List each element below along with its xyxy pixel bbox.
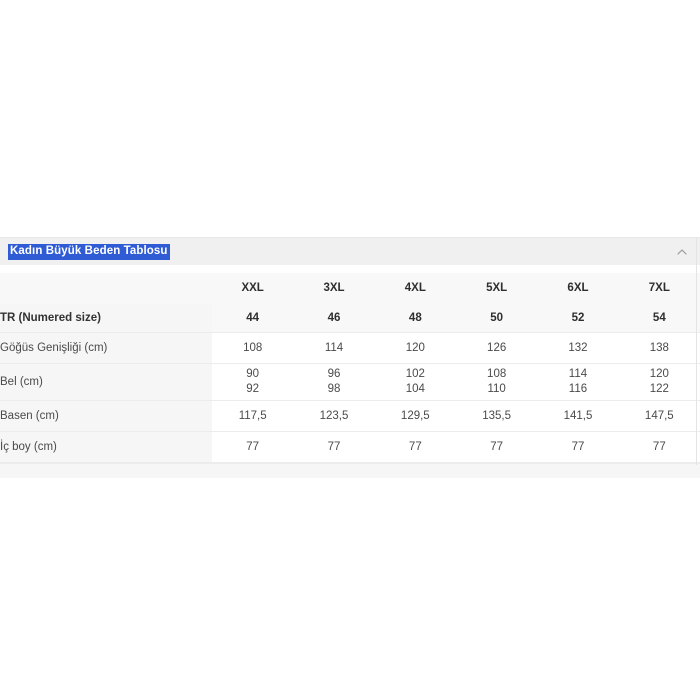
- table-cell: 77: [618, 431, 700, 463]
- size-chart-table: XXL 3XL 4XL 5XL 6XL 7XL TR (Numered size…: [0, 273, 700, 463]
- row-label-gogus-genisligi: Göğüs Genişliği (cm): [0, 332, 212, 364]
- table-cell: 54: [618, 304, 700, 333]
- table-cell: 114 116: [537, 363, 619, 401]
- cell-value-lower: 98: [327, 383, 341, 395]
- cell-value-lower: 110: [487, 383, 506, 395]
- table-cell: 52: [537, 304, 619, 333]
- cell-value-upper: 108: [487, 368, 507, 380]
- table-cell: 102 104: [374, 363, 456, 401]
- table-cell: 90 92: [212, 363, 294, 401]
- cell-value-upper: 120: [649, 368, 669, 380]
- table-cell: 77: [212, 431, 294, 463]
- page-title: Kadın Büyük Beden Tablosu: [8, 243, 170, 260]
- cell-value-upper: 114: [568, 368, 588, 380]
- table-cell: 77: [293, 431, 375, 463]
- table-cell: 50: [455, 304, 538, 333]
- table-cell: 147,5: [618, 400, 700, 432]
- row-label-tr-numbered-size: TR (Numered size): [0, 304, 212, 333]
- cell-value-upper: 96: [327, 368, 341, 380]
- table-cell: 141,5: [537, 400, 619, 432]
- table-cell: 77: [374, 431, 456, 463]
- table-cell: 138: [618, 332, 700, 364]
- cell-value-lower: 92: [246, 383, 260, 395]
- panel-spacer: [0, 265, 700, 273]
- table-row: TR (Numered size) 44 46 48 50 52 54: [0, 304, 700, 333]
- table-cell: 117,5: [212, 400, 294, 432]
- row-label-basen: Basen (cm): [0, 400, 212, 432]
- column-header-blank: [0, 273, 212, 304]
- size-chart-panel: Kadın Büyük Beden Tablosu XXL 3XL: [0, 237, 700, 478]
- table-cell: 48: [374, 304, 456, 333]
- column-header-7xl: 7XL: [618, 273, 700, 304]
- table-cell: 120 122: [618, 363, 700, 401]
- panel-header[interactable]: Kadın Büyük Beden Tablosu: [0, 237, 700, 465]
- table-cell: 44: [212, 304, 294, 333]
- row-label-ic-boy: İç boy (cm): [0, 431, 212, 463]
- table-cell: 123,5: [293, 400, 375, 432]
- chevron-up-icon[interactable]: [672, 242, 692, 262]
- cell-value-lower: 104: [405, 383, 425, 395]
- table-cell: 114: [293, 332, 375, 364]
- table-cell: 108 110: [455, 363, 538, 401]
- panel-right-divider: [696, 238, 697, 465]
- table-cell: 96 98: [293, 363, 375, 401]
- column-header-6xl: 6XL: [537, 273, 619, 304]
- table-row: Göğüs Genişliği (cm) 108 114 120 126 132…: [0, 332, 700, 364]
- column-header-4xl: 4XL: [374, 273, 456, 304]
- column-header-3xl: 3XL: [293, 273, 375, 304]
- table-cell: 126: [455, 332, 538, 364]
- cell-value-lower: 116: [568, 383, 588, 395]
- table-footer-strip: [0, 463, 700, 478]
- table-cell: 129,5: [374, 400, 456, 432]
- table-cell: 120: [374, 332, 456, 364]
- cell-value-upper: 102: [405, 368, 425, 380]
- table-cell: 135,5: [455, 400, 538, 432]
- table-row: İç boy (cm) 77 77 77 77 77 77: [0, 431, 700, 463]
- table-cell: 77: [455, 431, 538, 463]
- table-cell: 108: [212, 332, 294, 364]
- column-header-xxl: XXL: [212, 273, 294, 304]
- table-row: Bel (cm) 90 92 96 98 102 104 108: [0, 363, 700, 401]
- row-label-bel: Bel (cm): [0, 363, 212, 401]
- cell-value-upper: 90: [246, 368, 260, 380]
- table-row: Basen (cm) 117,5 123,5 129,5 135,5 141,5…: [0, 400, 700, 432]
- cell-value-lower: 122: [649, 383, 669, 395]
- column-header-5xl: 5XL: [455, 273, 538, 304]
- table-header-row: XXL 3XL 4XL 5XL 6XL 7XL: [0, 273, 700, 304]
- table-cell: 77: [537, 431, 619, 463]
- table-cell: 132: [537, 332, 619, 364]
- table-cell: 46: [293, 304, 375, 333]
